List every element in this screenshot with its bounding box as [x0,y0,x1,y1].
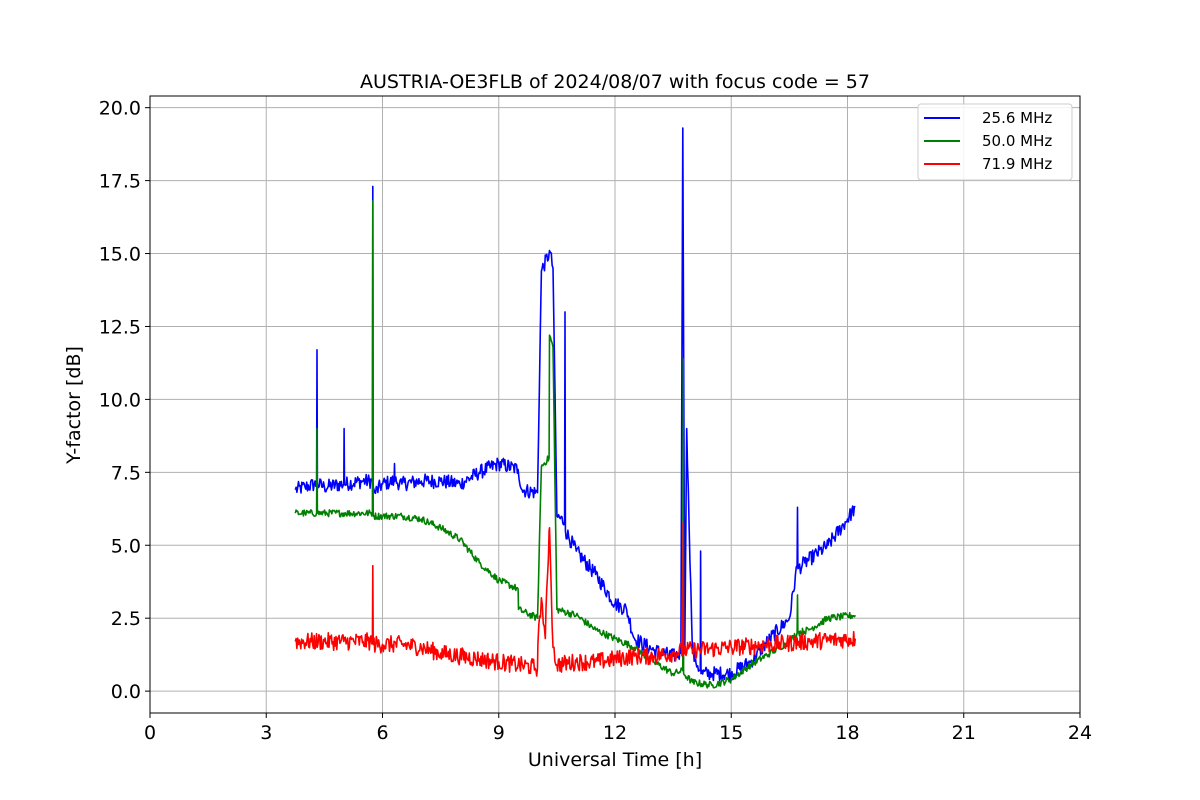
series-lines [294,127,857,689]
y-axis-label: Y-factor [dB] [63,346,85,465]
y-tick-label: 2.5 [111,608,141,630]
y-axis: 0.0 2.5 5.0 7.5 10.0 12.5 15.0 17.5 20.0 [99,98,150,703]
y-tick-label: 7.5 [111,462,141,484]
x-tick-label: 6 [376,722,388,744]
chart-title: AUSTRIA-OE3FLB of 2024/08/07 with focus … [360,71,870,93]
y-tick-label: 20.0 [99,98,141,120]
y-tick-label: 17.5 [99,171,141,193]
legend: 25.6 MHz 50.0 MHz 71.9 MHz [917,103,1073,181]
y-tick-label: 5.0 [111,535,141,557]
y-tick-label: 10.0 [99,389,141,411]
x-axis-label: Universal Time [h] [528,749,702,771]
x-tick-label: 12 [603,722,627,744]
legend-box [917,103,1073,181]
x-tick-label: 0 [144,722,156,744]
x-tick-label: 9 [493,722,505,744]
legend-label: 50.0 MHz [982,132,1052,150]
x-tick-label: 18 [835,722,859,744]
y-tick-label: 15.0 [99,244,141,266]
legend-label: 25.6 MHz [982,109,1052,127]
x-axis: 0 3 6 9 12 15 18 21 24 [144,713,1092,744]
y-tick-label: 12.5 [99,316,141,338]
x-tick-label: 3 [260,722,272,744]
series-line-3 [294,521,857,677]
x-tick-label: 15 [719,722,743,744]
x-tick-label: 21 [952,722,976,744]
x-tick-label: 24 [1068,722,1092,744]
y-tick-label: 0.0 [111,681,141,703]
series-line-2 [294,200,857,689]
legend-label: 71.9 MHz [982,155,1052,173]
